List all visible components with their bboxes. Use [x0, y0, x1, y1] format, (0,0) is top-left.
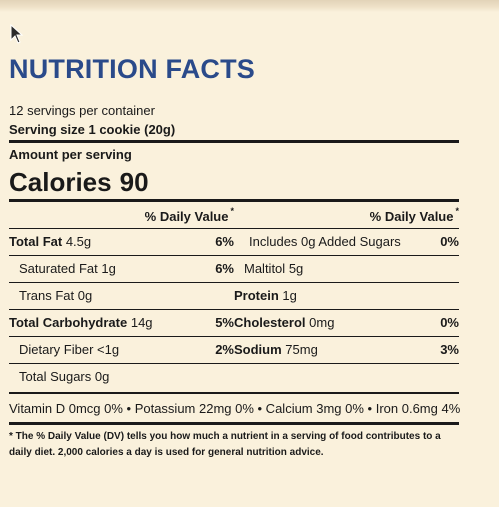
- daily-value-asterisk: *: [230, 206, 234, 216]
- nutrient-name: Includes 0g Added Sugars: [249, 234, 401, 249]
- top-wood-strip: [0, 0, 499, 12]
- nutrient-name: Dietary Fiber: [19, 342, 94, 357]
- nutrient-name: Saturated Fat: [19, 261, 98, 276]
- daily-value-header-label: % Daily Value: [369, 209, 454, 224]
- calories-value: 90: [119, 167, 149, 197]
- divider-thick: [9, 199, 459, 202]
- calories-label: Calories: [9, 167, 112, 197]
- nutrient-row-cholesterol: Cholesterol 0mg 0%: [234, 310, 459, 337]
- nutrient-name: Sodium: [234, 342, 282, 357]
- nutrient-name: Total Carbohydrate: [9, 315, 128, 330]
- nutrient-daily-value: 0%: [440, 234, 459, 249]
- nutrient-daily-value: 2%: [215, 342, 234, 357]
- divider-thick: [9, 140, 459, 143]
- nutrient-row-total-fat: Total Fat 4.5g 6%: [9, 228, 234, 256]
- nutrient-name: Cholesterol: [234, 315, 306, 330]
- nutrition-label: 12 servings per container Serving size 1…: [9, 102, 461, 461]
- nutrient-amount: 14g: [130, 315, 153, 330]
- nutrient-row-saturated-fat: Saturated Fat 1g 6%: [9, 256, 234, 283]
- nutrient-amount: 1g: [282, 288, 297, 303]
- vitamins-minerals-line: Vitamin D 0mcg 0% • Potassium 22mg 0% • …: [9, 401, 461, 416]
- divider-medium: [9, 392, 459, 394]
- nutrient-amount: 0g: [94, 369, 110, 384]
- nutrient-daily-value: 6%: [215, 261, 234, 276]
- nutrient-row-total-sugars: Total Sugars 0g: [9, 364, 234, 390]
- nutrient-name: Total Sugars: [19, 369, 92, 384]
- nutrient-row-trans-fat: Trans Fat 0g: [9, 283, 234, 310]
- nutrient-amount: 75mg: [285, 342, 318, 357]
- nutrient-amount: 1g: [101, 261, 116, 276]
- nutrient-amount: 4.5g: [65, 234, 92, 249]
- divider-thick: [9, 422, 459, 425]
- mouse-pointer-icon: [10, 24, 24, 44]
- daily-value-footnote: * The % Daily Value (DV) tells you how m…: [9, 431, 441, 458]
- daily-value-header-label: % Daily Value: [144, 209, 229, 224]
- page-title: NUTRITION FACTS: [9, 54, 255, 84]
- nutrient-amount: 0g: [77, 288, 93, 303]
- daily-value-header: % Daily Value *: [234, 202, 459, 228]
- nutrient-row-protein: Protein 1g: [234, 283, 459, 310]
- nutrient-row-sodium: Sodium 75mg 3%: [234, 337, 459, 364]
- nutrient-row-maltitol: Maltitol 5g: [234, 256, 459, 283]
- right-nutrient-column: % Daily Value * Includes 0g Added Sugars …: [234, 202, 459, 390]
- servings-per-container: 12 servings per container: [9, 103, 155, 118]
- nutrient-daily-value: 0%: [440, 315, 459, 330]
- nutrient-row-added-sugars: Includes 0g Added Sugars 0%: [234, 228, 459, 256]
- nutrient-name: Trans Fat: [19, 288, 75, 303]
- nutrient-row-dietary-fiber: Dietary Fiber <1g 2%: [9, 337, 234, 364]
- daily-value-header: % Daily Value *: [9, 202, 234, 228]
- nutrient-amount: 0mg: [309, 315, 335, 330]
- nutrient-daily-value: 5%: [215, 315, 234, 330]
- nutrient-amount: 5g: [288, 261, 304, 276]
- nutrient-amount: <1g: [97, 342, 120, 357]
- left-nutrient-column: % Daily Value * Total Fat 4.5g 6% Saturat…: [9, 202, 234, 390]
- nutrient-name: Total Fat: [9, 234, 63, 249]
- serving-size: Serving size 1 cookie (20g): [9, 122, 176, 137]
- nutrient-daily-value: 6%: [215, 234, 234, 249]
- nutrient-name: Maltitol: [244, 261, 286, 276]
- amount-per-serving-label: Amount per serving: [9, 147, 132, 162]
- daily-value-asterisk: *: [455, 206, 459, 216]
- nutrient-name: Protein: [234, 288, 279, 303]
- nutrient-daily-value: 3%: [440, 342, 459, 357]
- nutrient-columns: % Daily Value * Total Fat 4.5g 6% Saturat…: [9, 202, 459, 390]
- calories-row: Calories 90: [9, 165, 459, 199]
- nutrient-row-total-carbohydrate: Total Carbohydrate 14g 5%: [9, 310, 234, 337]
